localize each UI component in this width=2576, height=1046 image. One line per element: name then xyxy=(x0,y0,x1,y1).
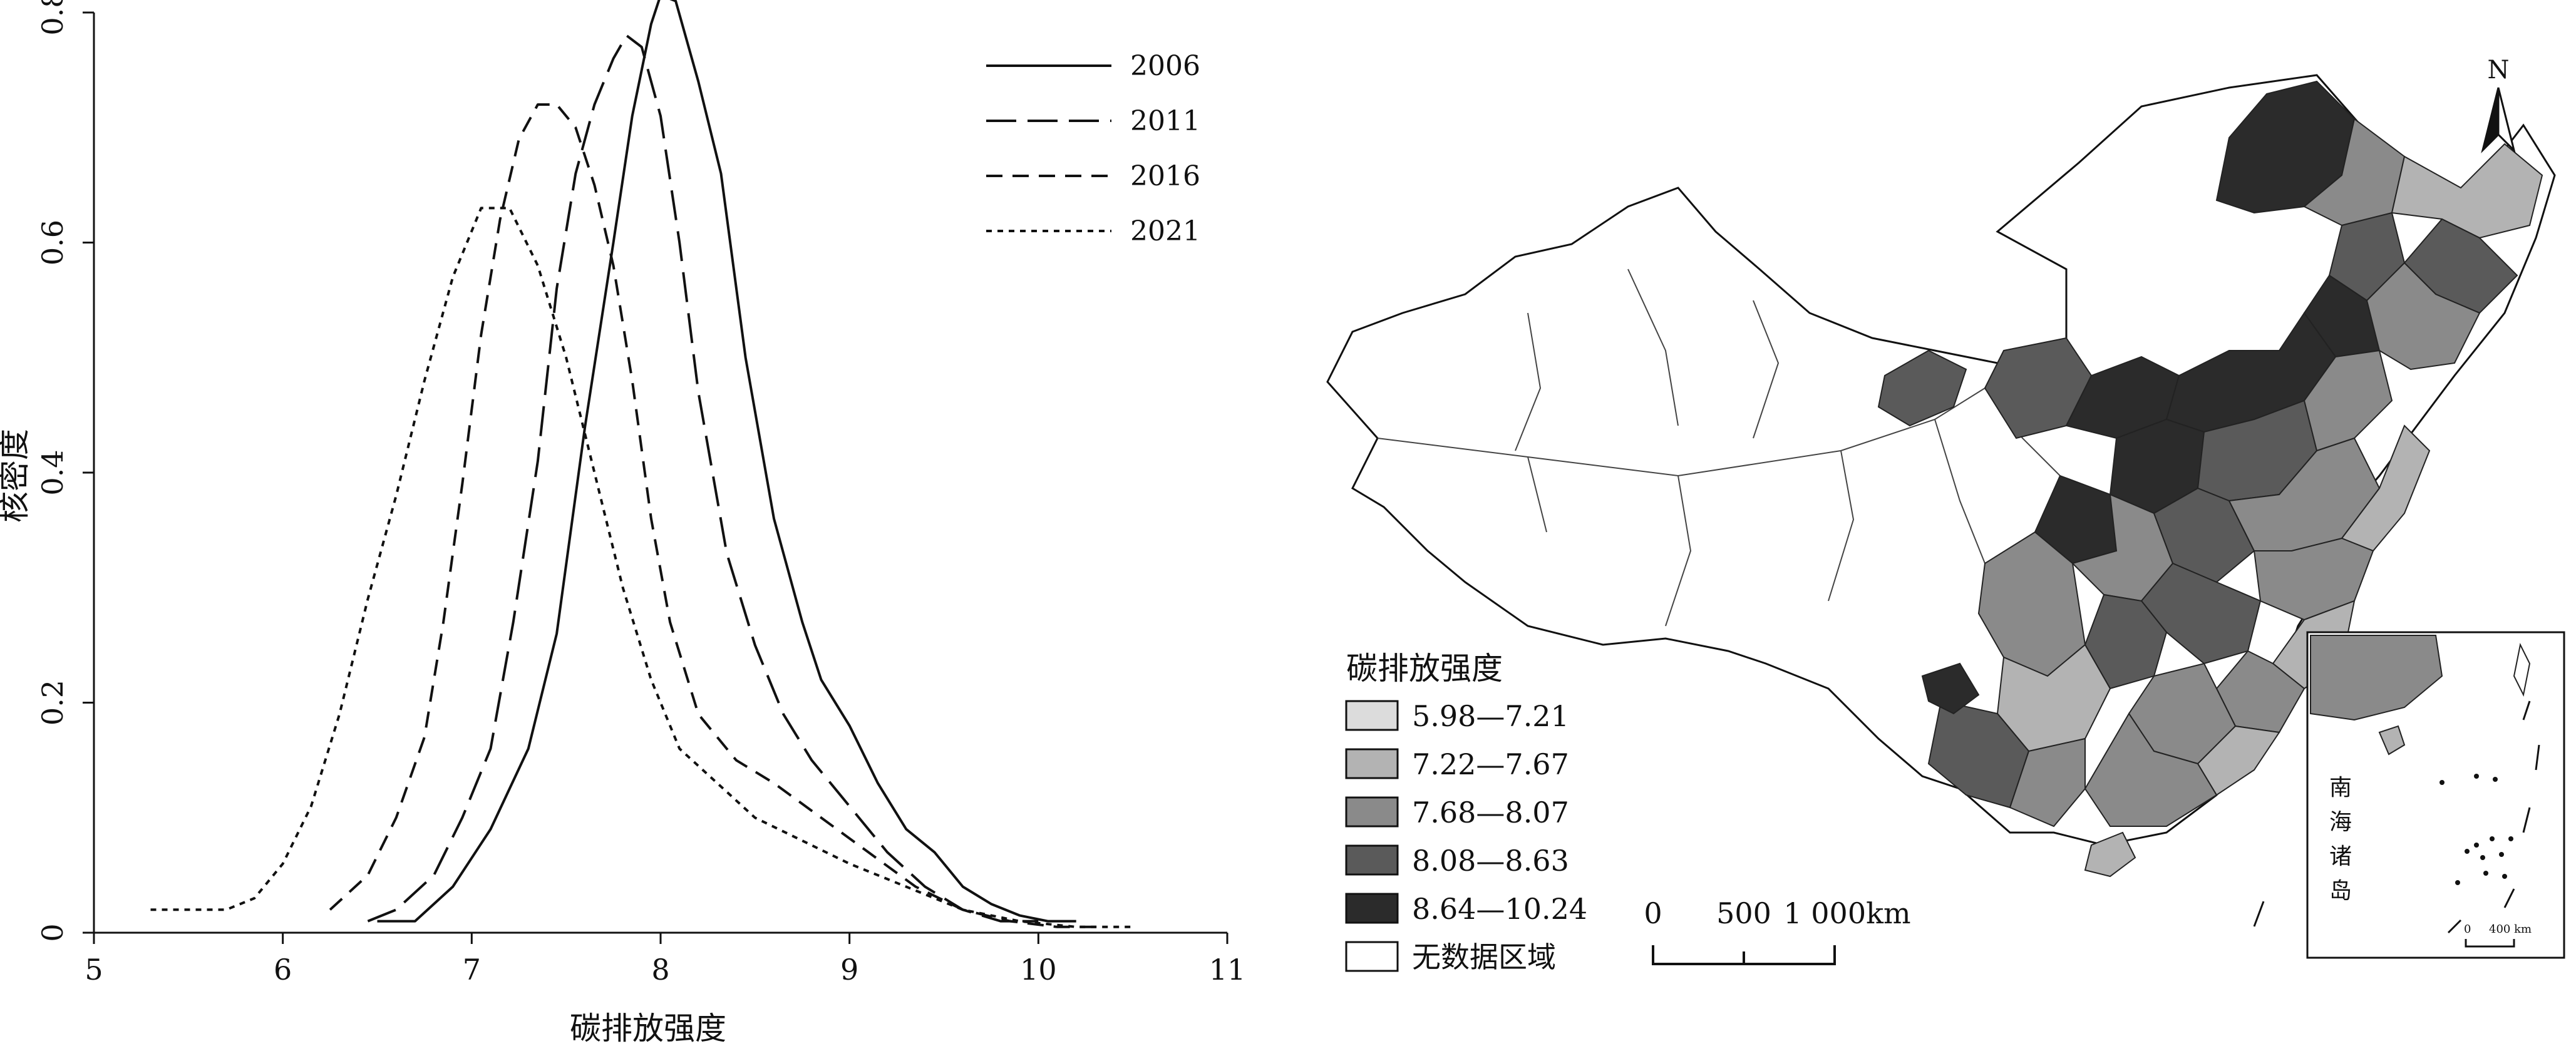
map-legend-swatch xyxy=(1345,796,1399,828)
map-legend-swatch xyxy=(1345,844,1399,876)
north-arrow: N xyxy=(2481,56,2516,153)
map-legend-label: 7.22—7.67 xyxy=(1412,747,1569,781)
inset-scale-0: 0 xyxy=(2464,923,2471,936)
carbon-intensity-map: N 碳排放强度 5.98—7.21 7.22—7.67 7.68—8.07 8.08—… xyxy=(1277,0,2576,1043)
south-china-sea-inset: 南 海 诸 岛 0 400 km xyxy=(2306,631,2565,959)
southwest-region xyxy=(1921,531,2111,828)
map-legend-label: 8.64—10.24 xyxy=(1412,892,1587,926)
north-label: N xyxy=(2488,56,2510,85)
inset-caption-4: 岛 xyxy=(2329,878,2352,904)
y-tick-label: 0.4 xyxy=(36,449,70,495)
map-legend-label: 无数据区域 xyxy=(1412,940,1556,974)
north-belt-region xyxy=(1984,312,2393,565)
x-tick-label: 8 xyxy=(651,953,669,987)
scale-bar: 0 500 1 000km xyxy=(1644,896,1911,965)
x-tick-label: 6 xyxy=(274,953,292,987)
y-tick-label: 0.8 xyxy=(36,0,70,36)
map-svg: N 碳排放强度 5.98—7.21 7.22—7.67 7.68—8.07 8.08—… xyxy=(1326,56,2565,974)
legend-label-2016: 2016 xyxy=(1130,160,1200,192)
scale-label-0: 0 xyxy=(1644,896,1662,930)
hainan-island xyxy=(2084,831,2136,878)
map-legend-swatch xyxy=(1345,893,1399,924)
series-group xyxy=(150,0,1133,928)
legend-label-2006: 2006 xyxy=(1130,50,1200,82)
x-tick-label: 7 xyxy=(463,953,481,987)
x-axis-ticks: 5 6 7 8 9 10 11 xyxy=(85,933,1245,987)
map-legend-title: 碳排放强度 xyxy=(1346,650,1503,687)
series-line-2021 xyxy=(150,207,1133,928)
x-axis-title: 碳排放强度 xyxy=(570,1010,726,1043)
x-tick-label: 11 xyxy=(1209,953,1246,987)
x-tick-label: 9 xyxy=(840,953,858,987)
series-line-2006 xyxy=(377,0,1076,923)
chart-legend: 2006 2011 2016 2021 xyxy=(986,50,1200,247)
map-legend: 碳排放强度 5.98—7.21 7.22—7.67 7.68—8.07 8.08—8.… xyxy=(1345,650,1587,974)
western-boundaries xyxy=(1377,269,2061,627)
northeast-region xyxy=(2215,80,2543,371)
series-line-2011 xyxy=(367,34,1039,923)
y-tick-label: 0 xyxy=(36,923,70,941)
scale-label-1000: 1 000km xyxy=(1783,896,1910,930)
inset-caption-1: 南 xyxy=(2329,775,2352,801)
scale-label-500: 500 xyxy=(1716,896,1771,930)
map-legend-swatch xyxy=(1345,941,1399,972)
inset-caption-2: 海 xyxy=(2329,809,2352,835)
map-legend-items: 5.98—7.21 7.22—7.67 7.68—8.07 8.08—8.63 8.64… xyxy=(1345,699,1587,974)
kde-chart-svg: 5 6 7 8 9 10 11 0 0.2 0.4 0.6 0.8 2006 2011 2016 2021… xyxy=(0,0,1245,1046)
inset-caption-3: 诸 xyxy=(2329,844,2352,869)
map-legend-label: 5.98—7.21 xyxy=(1412,699,1569,733)
y-axis-title: 核密度 xyxy=(0,429,33,523)
map-legend-label: 7.68—8.07 xyxy=(1412,796,1569,829)
y-tick-label: 0.6 xyxy=(36,220,70,265)
y-tick-label: 0.2 xyxy=(36,680,70,726)
northwest-dark-patch xyxy=(1877,349,1967,427)
legend-label-2011: 2011 xyxy=(1130,105,1200,137)
central-east-region xyxy=(2071,424,2431,827)
series-line-2016 xyxy=(329,103,1105,928)
map-legend-swatch xyxy=(1345,748,1399,779)
map-legend-label: 8.08—8.63 xyxy=(1412,844,1569,878)
map-legend-swatch xyxy=(1345,700,1399,731)
y-axis-ticks: 0 0.2 0.4 0.6 0.8 xyxy=(36,0,94,942)
x-tick-label: 5 xyxy=(85,953,103,987)
legend-label-2021: 2021 xyxy=(1130,215,1200,247)
kernel-density-chart: 5 6 7 8 9 10 11 0 0.2 0.4 0.6 0.8 2006 2011 2016 2021… xyxy=(0,0,1252,1046)
x-tick-label: 10 xyxy=(1020,953,1057,987)
inset-scale-400: 400 km xyxy=(2489,923,2532,936)
